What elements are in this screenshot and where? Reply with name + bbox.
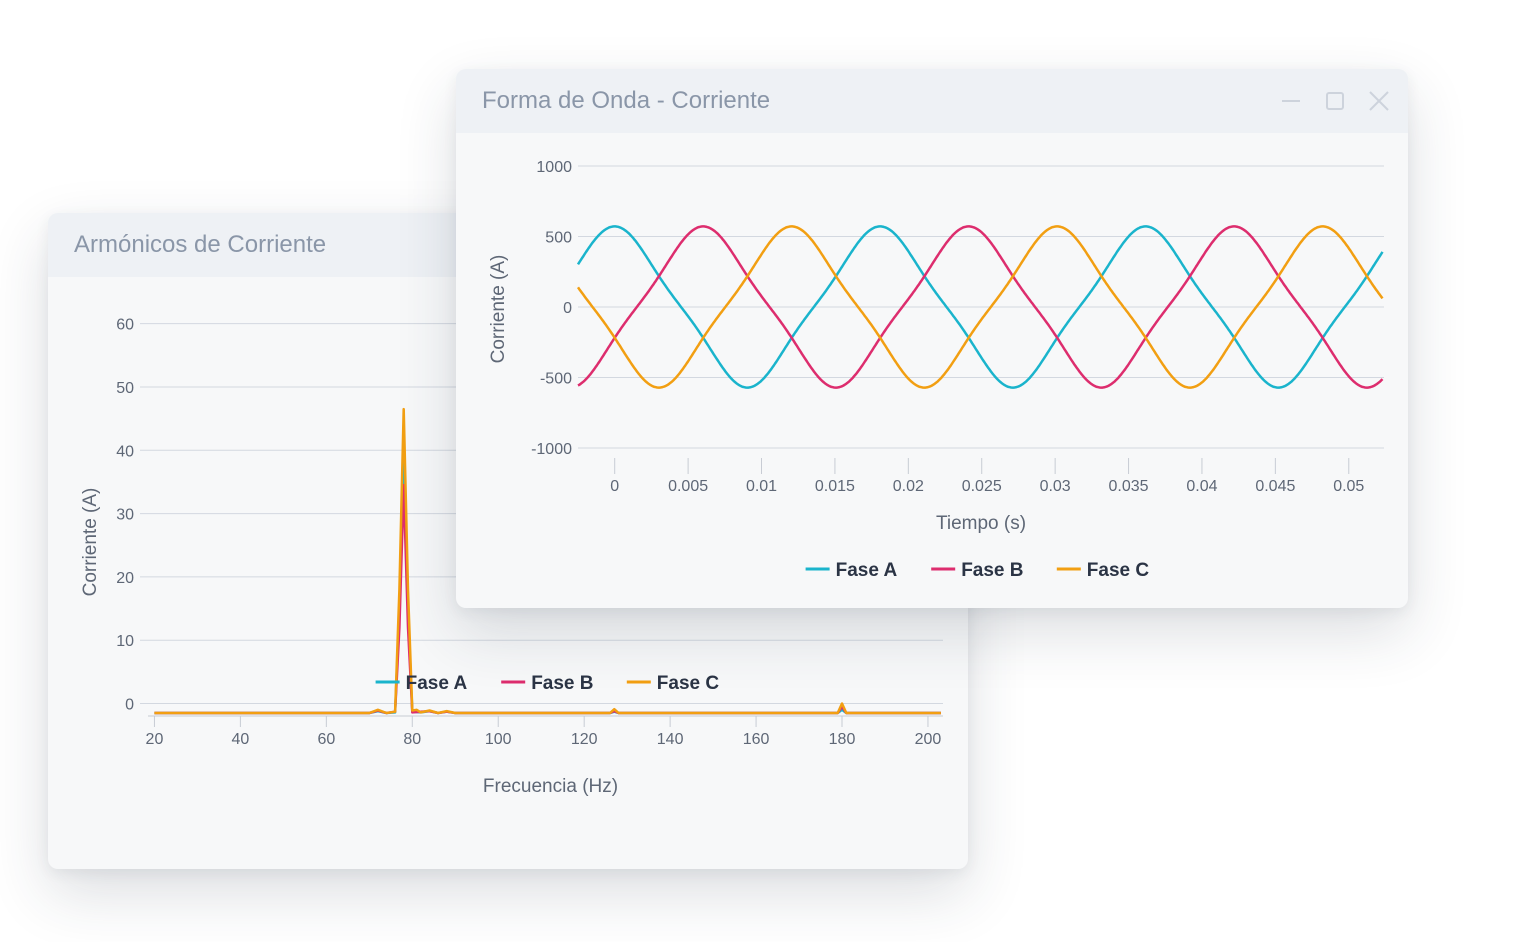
x-tick-label: 20 bbox=[146, 731, 164, 748]
waveform-window-title: Forma de Onda - Corriente bbox=[482, 87, 771, 114]
series-line bbox=[154, 407, 941, 715]
x-tick-label: 0 bbox=[610, 478, 619, 495]
y-tick-label: 500 bbox=[545, 230, 572, 247]
series-line bbox=[576, 225, 1384, 389]
y-tick-label: -500 bbox=[540, 371, 572, 388]
x-tick-label: 0.05 bbox=[1333, 478, 1364, 495]
legend-label: Fase C bbox=[657, 673, 720, 694]
x-tick-label: 0.02 bbox=[893, 478, 924, 495]
y-tick-label: 50 bbox=[116, 380, 134, 397]
legend-label: Fase B bbox=[531, 673, 593, 694]
close-icon bbox=[1369, 91, 1389, 111]
waveform-chart: 1000 500 0 -500 -1000 0 0.005 0.01 0.015 0.02 0.02… bbox=[488, 159, 1384, 581]
x-tick-label: 140 bbox=[657, 731, 684, 748]
y-tick-label: 40 bbox=[116, 443, 134, 460]
x-tick-label: 100 bbox=[485, 731, 512, 748]
legend-item[interactable]: Fase B bbox=[501, 673, 594, 694]
x-tick-label: 0.035 bbox=[1109, 478, 1149, 495]
minimize-button[interactable] bbox=[1276, 86, 1306, 116]
legend-item[interactable]: Fase C bbox=[626, 673, 720, 694]
y-axis-label: Corriente (A) bbox=[488, 255, 509, 364]
maximize-icon bbox=[1326, 92, 1344, 110]
x-axis-label: Frecuencia (Hz) bbox=[483, 776, 618, 797]
x-tick-label: 0.04 bbox=[1186, 478, 1217, 495]
y-axis-label: Corriente (A) bbox=[80, 488, 101, 597]
x-tick-label: 0.015 bbox=[815, 478, 855, 495]
x-tick-label: 0.045 bbox=[1255, 478, 1295, 495]
legend-label: Fase A bbox=[836, 560, 898, 581]
legend-item[interactable]: Fase C bbox=[1056, 560, 1150, 581]
waveform-titlebar[interactable]: Forma de Onda - Corriente bbox=[456, 69, 1408, 133]
legend-label: Fase A bbox=[406, 673, 468, 694]
close-button[interactable] bbox=[1364, 86, 1394, 116]
legend-label: Fase B bbox=[961, 560, 1023, 581]
window-controls bbox=[1276, 86, 1408, 116]
harmonics-window-title: Armónicos de Corriente bbox=[74, 231, 327, 258]
x-tick-label: 40 bbox=[231, 731, 249, 748]
y-tick-label: 20 bbox=[116, 570, 134, 587]
x-tick-label: 0.03 bbox=[1040, 478, 1071, 495]
y-tick-label: 0 bbox=[125, 697, 134, 714]
y-tick-label: 0 bbox=[563, 300, 572, 317]
x-tick-label: 0.005 bbox=[668, 478, 708, 495]
x-tick-label: 0.025 bbox=[962, 478, 1002, 495]
legend-item[interactable]: Fase A bbox=[375, 673, 468, 694]
waveform-window: Forma de Onda - Corriente 1000 500 0 -500 -1… bbox=[456, 69, 1408, 608]
x-axis-label: Tiempo (s) bbox=[936, 513, 1026, 534]
x-tick-label: 120 bbox=[571, 731, 598, 748]
x-tick-label: 60 bbox=[317, 731, 335, 748]
x-tick-label: 200 bbox=[915, 731, 942, 748]
minimize-icon bbox=[1282, 100, 1300, 102]
legend-item[interactable]: Fase A bbox=[805, 560, 898, 581]
x-tick-label: 160 bbox=[743, 731, 770, 748]
legend-label: Fase C bbox=[1087, 560, 1150, 581]
legend-item[interactable]: Fase B bbox=[931, 560, 1024, 581]
y-tick-label: 60 bbox=[116, 317, 134, 334]
y-tick-label: 30 bbox=[116, 507, 134, 524]
series-line bbox=[576, 225, 1384, 389]
y-tick-label: 1000 bbox=[536, 159, 572, 176]
x-tick-label: 0.01 bbox=[746, 478, 777, 495]
y-tick-label: -1000 bbox=[531, 441, 572, 458]
y-tick-label: 10 bbox=[116, 633, 134, 650]
x-tick-label: 80 bbox=[403, 731, 421, 748]
maximize-button[interactable] bbox=[1320, 86, 1350, 116]
series-line bbox=[577, 225, 1384, 389]
x-tick-label: 180 bbox=[829, 731, 856, 748]
